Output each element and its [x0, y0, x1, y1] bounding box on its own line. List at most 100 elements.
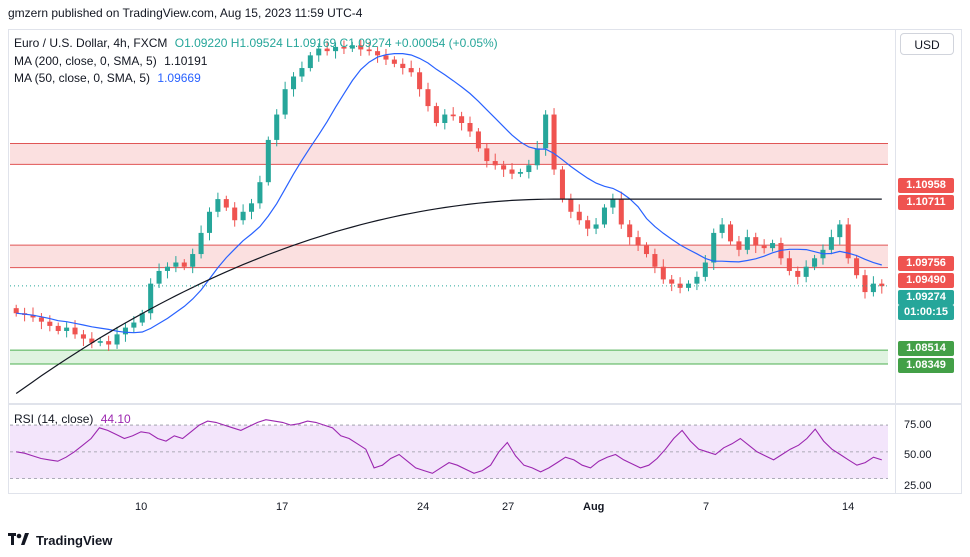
candle-body [307, 55, 313, 69]
candle-body [173, 262, 179, 267]
candle-body [30, 314, 36, 318]
tradingview-logo-icon [8, 533, 30, 548]
candle-body [282, 89, 288, 115]
candle-body [526, 165, 532, 173]
candle-body [274, 114, 280, 140]
candle-body [341, 46, 347, 49]
price-pane[interactable] [8, 29, 896, 404]
candle-body [728, 224, 734, 242]
candle-body [148, 283, 154, 314]
candle-body [13, 308, 19, 314]
candle-body [585, 220, 591, 229]
price-label-last: 1.09274 [898, 290, 954, 305]
candle-body [206, 211, 213, 233]
candle-body [375, 51, 381, 56]
candle-body [559, 169, 565, 200]
price-label-countdown: 01:00:15 [898, 305, 954, 320]
candle-body [862, 275, 868, 293]
x-tick-10: 10 [135, 501, 148, 513]
candle-body [509, 169, 515, 174]
candle-body [72, 327, 78, 335]
legend-ma200-label: MA (200, close, 0, SMA, 5) [14, 54, 157, 68]
legend-ma200-value: 1.10191 [164, 54, 208, 68]
rsi-tick-75: 75.00 [904, 419, 932, 431]
x-tick-aug: Aug [583, 501, 605, 513]
ma200-line [15, 198, 882, 394]
candle-body [383, 55, 389, 60]
candle-body [610, 199, 616, 208]
currency-button[interactable]: USD [900, 33, 954, 55]
price-label-support-lower: 1.08349 [898, 358, 954, 373]
candle-body [669, 279, 675, 284]
legend-ma50-row: MA (50, close, 0, SMA, 5) 1.09669 [14, 71, 201, 85]
x-tick-17: 17 [276, 501, 289, 513]
candle-body [534, 148, 540, 166]
x-tick-24: 24 [417, 501, 430, 513]
candle-body [753, 237, 759, 246]
candle-body [492, 161, 498, 166]
candle-body [425, 89, 431, 107]
candle-body [576, 211, 582, 221]
candle-body [223, 199, 229, 208]
candle-body [232, 207, 238, 221]
candle-body [711, 232, 717, 263]
candle-body [736, 241, 742, 250]
legend-symbol: Euro / U.S. Dollar, 4h, FXCM [14, 36, 168, 50]
candle-body [181, 262, 187, 267]
candle-body [408, 68, 414, 73]
support-zone [10, 350, 888, 365]
legend-symbol-row: Euro / U.S. Dollar, 4h, FXCM O1.09220 H1… [14, 36, 498, 50]
candle-body [677, 283, 683, 288]
candle-body [215, 199, 221, 212]
candle-body [501, 165, 507, 170]
legend-ma50-value: 1.09669 [157, 71, 201, 85]
candle-body [240, 211, 246, 221]
x-tick-7: 7 [703, 501, 710, 513]
candle-body [467, 123, 473, 132]
candle-body [459, 116, 465, 123]
legend-rsi-label: RSI (14, close) [14, 412, 94, 426]
candle-body [114, 334, 120, 345]
candle-body [450, 114, 456, 117]
candle-body [870, 283, 876, 293]
candle-body [248, 203, 255, 212]
candle-body [358, 45, 364, 50]
rsi-axis[interactable] [896, 404, 962, 494]
candle-body [744, 237, 750, 250]
legend-rsi-row: RSI (14, close) 44.10 [14, 412, 131, 426]
candle-body [517, 172, 523, 174]
candle-body [265, 139, 271, 183]
price-label-r2-lower: 1.09490 [898, 273, 954, 288]
candle-body [812, 258, 818, 267]
candle-body [433, 106, 439, 123]
candle-body [543, 114, 549, 149]
rsi-tick-25: 25.00 [904, 480, 932, 492]
candle-body [64, 327, 70, 331]
candle-body [803, 266, 809, 277]
candle-body [38, 317, 44, 322]
candle-body [484, 148, 490, 162]
candle-body [122, 327, 128, 335]
candle-body [106, 341, 112, 345]
legend-rsi-value: 44.10 [100, 412, 131, 426]
candle-body [601, 207, 607, 225]
candle-body [618, 199, 624, 225]
rsi-tick-50: 50.00 [904, 449, 932, 461]
rsi-line [16, 419, 882, 474]
candle-body [685, 283, 692, 288]
candle-body [257, 182, 263, 204]
candle-body [333, 46, 339, 52]
candle-body [719, 224, 725, 233]
candle-body [400, 63, 406, 69]
candle-body [761, 245, 767, 249]
candle-body [770, 243, 776, 249]
candle-body [702, 262, 708, 277]
price-label-r1-lower: 1.10711 [898, 195, 954, 210]
candle-body [97, 341, 103, 343]
footer-brand[interactable]: TradingView [8, 533, 112, 548]
x-tick-27: 27 [502, 501, 515, 513]
price-label-r1-upper: 1.10958 [898, 178, 954, 193]
candle-body [366, 49, 372, 52]
candle-body [47, 321, 53, 326]
